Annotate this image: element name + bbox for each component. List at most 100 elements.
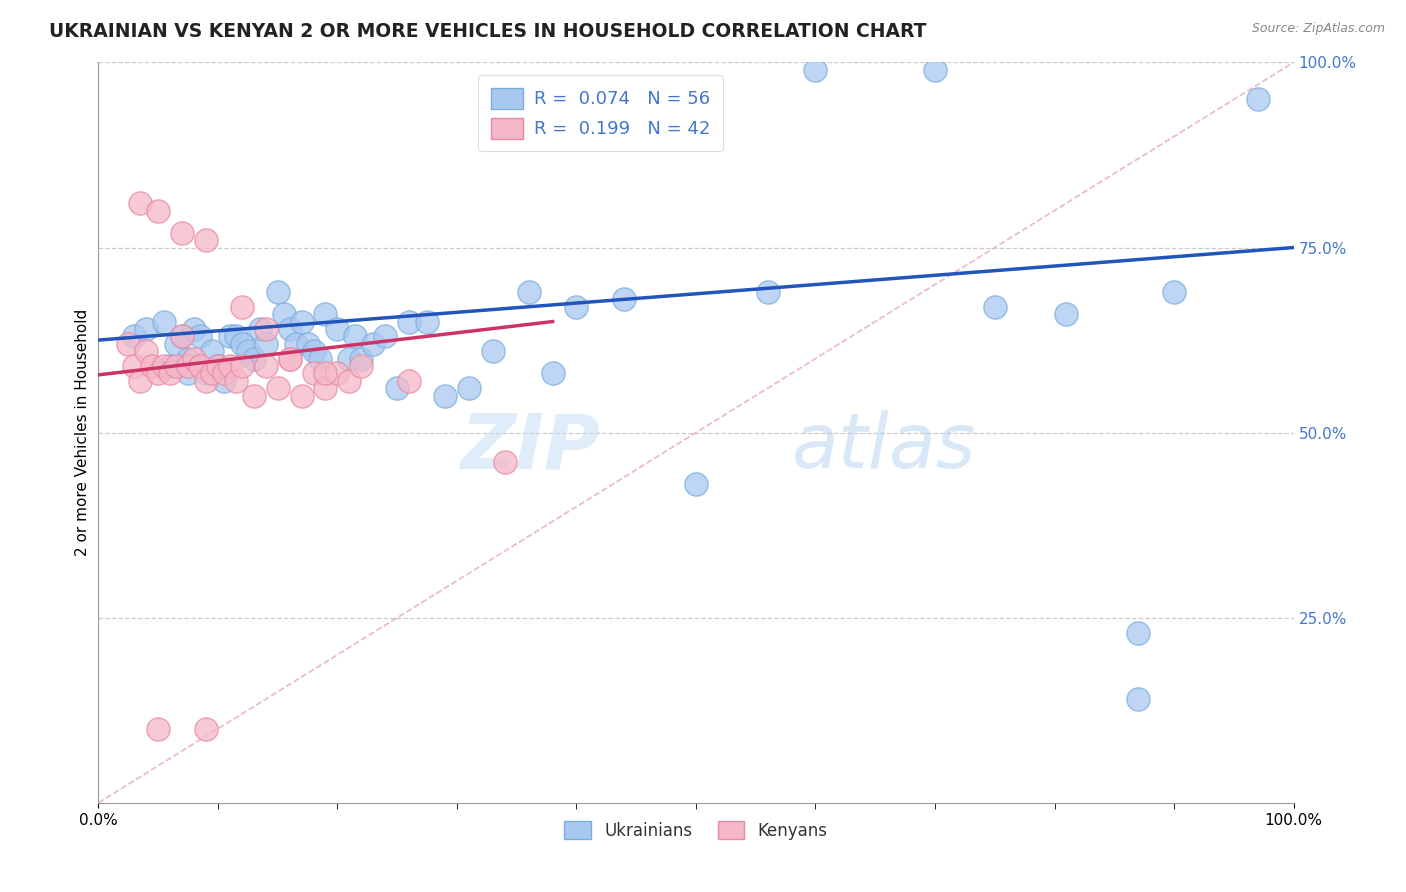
Point — [207, 359, 229, 373]
Point — [374, 329, 396, 343]
Point — [183, 351, 205, 366]
Point — [135, 344, 157, 359]
Point — [254, 336, 277, 351]
Point — [541, 367, 564, 381]
Point — [177, 351, 200, 366]
Text: Source: ZipAtlas.com: Source: ZipAtlas.com — [1251, 22, 1385, 36]
Point — [148, 367, 170, 381]
Point — [231, 300, 253, 314]
Point — [1128, 625, 1150, 640]
Point — [243, 351, 266, 366]
Point — [344, 329, 367, 343]
Point — [1056, 307, 1078, 321]
Point — [231, 359, 253, 373]
Point — [756, 285, 779, 299]
Point — [302, 367, 325, 381]
Point — [183, 322, 205, 336]
Point — [458, 381, 481, 395]
Legend: Ukrainians, Kenyans: Ukrainians, Kenyans — [558, 814, 834, 847]
Point — [249, 322, 271, 336]
Point — [278, 351, 301, 366]
Point — [177, 367, 200, 381]
Point — [153, 314, 176, 328]
Point — [924, 62, 946, 77]
Point — [129, 196, 152, 211]
Point — [165, 359, 187, 373]
Point — [398, 314, 420, 328]
Point — [129, 374, 152, 388]
Point — [291, 314, 314, 328]
Point — [1128, 692, 1150, 706]
Point — [984, 300, 1007, 314]
Point — [315, 367, 337, 381]
Point — [207, 359, 229, 373]
Point — [291, 388, 314, 402]
Point — [236, 344, 259, 359]
Point — [267, 381, 290, 395]
Point — [148, 722, 170, 736]
Point — [434, 388, 457, 402]
Point — [398, 374, 420, 388]
Point — [297, 336, 319, 351]
Point — [243, 388, 266, 402]
Point — [302, 344, 325, 359]
Point — [284, 336, 307, 351]
Point — [177, 359, 200, 373]
Point — [517, 285, 540, 299]
Point — [219, 329, 242, 343]
Point — [172, 329, 194, 343]
Point — [188, 359, 211, 373]
Point — [363, 336, 385, 351]
Point — [124, 359, 146, 373]
Point — [315, 381, 337, 395]
Point — [219, 359, 242, 373]
Point — [231, 336, 253, 351]
Text: ZIP: ZIP — [461, 410, 600, 484]
Point — [195, 374, 218, 388]
Point — [267, 285, 290, 299]
Point — [308, 351, 330, 366]
Point — [172, 329, 194, 343]
Point — [225, 374, 247, 388]
Point — [124, 329, 146, 343]
Point — [254, 322, 277, 336]
Point — [201, 344, 224, 359]
Point — [326, 367, 349, 381]
Point — [481, 344, 505, 359]
Point — [148, 203, 170, 218]
Point — [153, 359, 176, 373]
Point — [254, 359, 277, 373]
Point — [159, 367, 181, 381]
Point — [195, 367, 218, 381]
Point — [350, 359, 373, 373]
Point — [159, 359, 181, 373]
Point — [565, 300, 588, 314]
Point — [212, 374, 235, 388]
Point — [188, 329, 211, 343]
Point — [315, 307, 337, 321]
Point — [273, 307, 295, 321]
Point — [225, 329, 247, 343]
Point — [685, 477, 707, 491]
Point — [385, 381, 409, 395]
Point — [339, 351, 361, 366]
Point — [195, 722, 218, 736]
Point — [135, 322, 157, 336]
Point — [172, 226, 194, 240]
Point — [278, 351, 301, 366]
Point — [494, 455, 516, 469]
Point — [350, 351, 373, 366]
Point — [804, 62, 827, 77]
Point — [1163, 285, 1185, 299]
Point — [1247, 92, 1270, 106]
Point — [195, 233, 218, 247]
Point — [339, 374, 361, 388]
Point — [416, 314, 439, 328]
Point — [326, 322, 349, 336]
Point — [201, 367, 224, 381]
Point — [117, 336, 139, 351]
Point — [212, 367, 235, 381]
Text: UKRAINIAN VS KENYAN 2 OR MORE VEHICLES IN HOUSEHOLD CORRELATION CHART: UKRAINIAN VS KENYAN 2 OR MORE VEHICLES I… — [49, 22, 927, 41]
Point — [141, 359, 163, 373]
Text: atlas: atlas — [792, 410, 976, 484]
